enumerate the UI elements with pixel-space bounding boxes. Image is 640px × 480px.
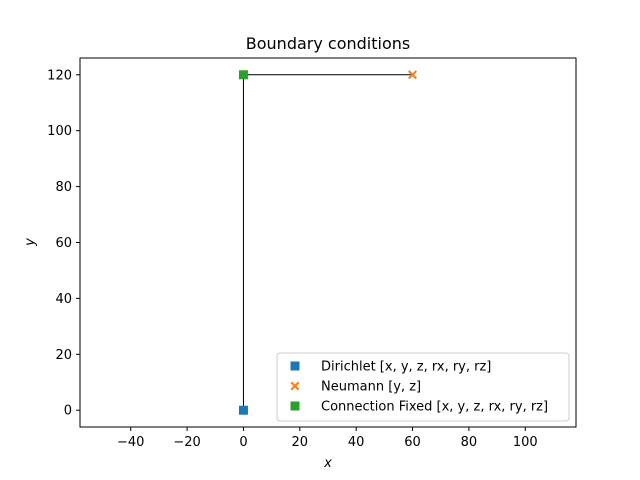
- data-point-series-2: [408, 70, 418, 80]
- y-tick-label: 60: [55, 236, 72, 251]
- plot-area: −40 −20 0 20 40 60 80 100 0 20 40 60 80 100 120: [47, 57, 577, 450]
- y-tick-label: 40: [55, 292, 72, 307]
- chart-title: Boundary conditions: [246, 34, 410, 53]
- legend-label-2: Neumann [y, z]: [321, 380, 421, 395]
- y-tick-label: 20: [55, 348, 72, 363]
- x-tick-label: 0: [239, 435, 247, 450]
- y-tick-label: 0: [64, 404, 72, 419]
- x-tick-label: 40: [348, 435, 365, 450]
- legend-label-3: Connection Fixed [x, y, z, rx, ry, rz]: [321, 400, 548, 415]
- x-tick-label: 60: [404, 435, 421, 450]
- legend-marker-2: [290, 381, 300, 391]
- legend-marker-3: [290, 401, 300, 411]
- data-point-series-3: [238, 70, 248, 80]
- y-tick-label: 80: [55, 180, 72, 195]
- x-tick-label: 100: [513, 435, 538, 450]
- x-tick-label: −40: [117, 435, 144, 450]
- legend-label-1: Dirichlet [x, y, z, rx, ry, rz]: [321, 360, 491, 375]
- legend-box: [276, 352, 570, 422]
- y-tick-label: 120: [47, 68, 72, 83]
- x-tick-label: 20: [292, 435, 309, 450]
- legend-marker-1: [290, 361, 300, 371]
- x-axis-label: x: [323, 456, 332, 471]
- x-tick-label: 80: [461, 435, 478, 450]
- y-axis-label: y: [23, 238, 38, 247]
- y-tick-label: 100: [47, 124, 72, 139]
- x-tick-label: −20: [173, 435, 200, 450]
- legend: Dirichlet [x, y, z, rx, ry, rz] Neumann […: [276, 352, 570, 422]
- data-point-series-1: [238, 405, 248, 415]
